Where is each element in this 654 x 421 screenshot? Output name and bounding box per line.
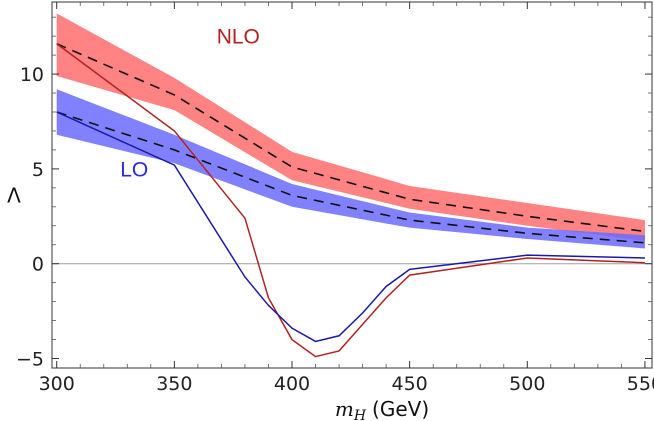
x-axis-units: (GeV) [372,397,429,421]
x-tick-label: 550 [627,373,654,395]
y-tick-label: −5 [16,349,44,371]
band-lo [56,89,645,249]
annotation-nlo: NLO [217,26,260,49]
y-tick-label: 10 [20,64,44,86]
confidence-bands [56,13,645,249]
axis-ticks: 300 350 400 450 500 550 −5 0 5 10 [16,2,654,395]
data-series [56,43,645,358]
x-tick-label: 300 [39,373,75,395]
x-tick-label: 500 [509,373,545,395]
central-dashed-lines [56,42,646,244]
x-tick-label: 450 [392,373,428,395]
band-nlo [56,13,645,241]
y-tick-label: 5 [32,159,44,181]
series-line-nlo [56,43,645,358]
y-tick-label: 0 [32,254,44,276]
x-tick-label: 350 [156,373,192,395]
x-axis-label: mH (GeV) [335,397,429,421]
x-axis-subscript: H [353,408,367,421]
central-line-lo [56,111,646,244]
central-line-nlo [56,42,646,233]
y-axis-label: Λ [7,184,21,208]
annotation-lo: LO [120,158,148,181]
x-tick-label: 400 [274,373,310,395]
plot-frame [51,1,653,369]
series-line-lo [56,111,645,343]
annotations: NLO LO [120,26,260,182]
x-axis-symbol: m [335,397,354,421]
